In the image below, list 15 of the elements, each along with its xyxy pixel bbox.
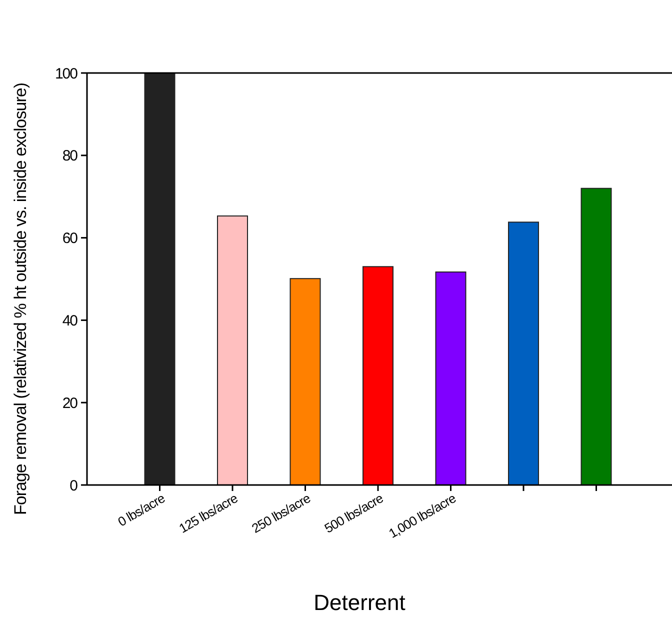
- bar: [144, 72, 176, 486]
- x-axis-title: Deterrent: [314, 590, 406, 615]
- y-tick-label: 40: [62, 312, 78, 330]
- bar: [435, 271, 466, 486]
- y-tick-label: 80: [62, 148, 78, 165]
- y-tick-label: 0: [70, 477, 78, 494]
- y-tick-label: 20: [62, 394, 78, 412]
- y-tick-label: 60: [62, 230, 78, 248]
- bar: [580, 188, 612, 486]
- y-tick-label: 100: [54, 65, 78, 82]
- bar: [362, 266, 394, 486]
- bar: [217, 215, 248, 486]
- bar: [508, 222, 539, 486]
- bar: [290, 278, 321, 486]
- y-axis-title: Forage removal (relativized % ht outside vs. inside exclosure): [11, 83, 30, 515]
